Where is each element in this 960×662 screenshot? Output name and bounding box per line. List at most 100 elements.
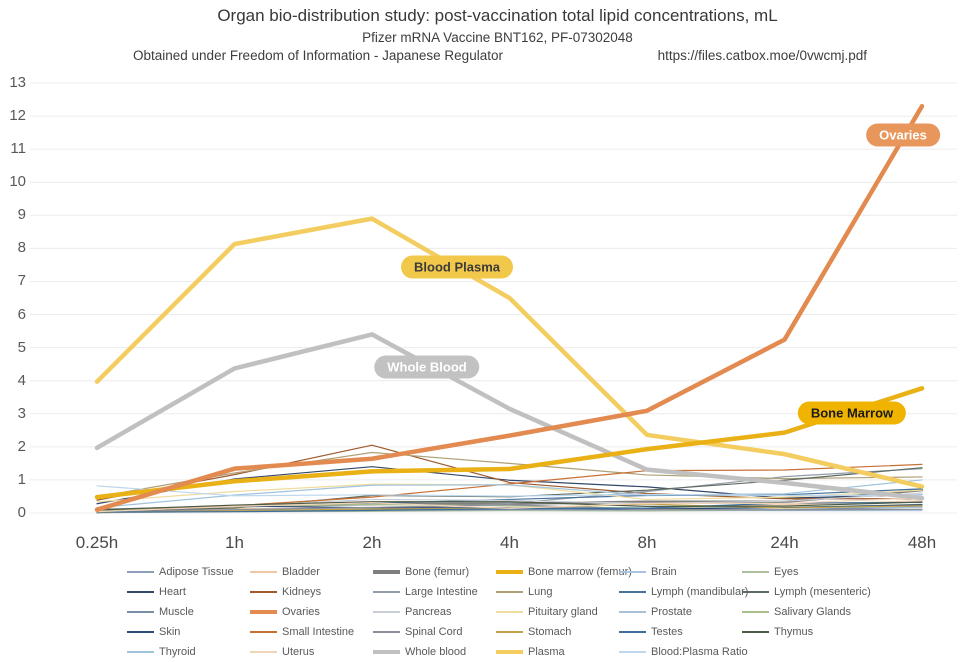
- legend-item-small-intestine: Small Intestine: [250, 626, 373, 638]
- y-axis-tick-label: 13: [9, 74, 26, 91]
- y-axis-tick-label: 8: [17, 239, 26, 257]
- legend-item-thymus: Thymus: [742, 626, 865, 638]
- legend-label: Eyes: [774, 566, 799, 578]
- x-axis-tick-label: 48h: [907, 533, 937, 552]
- series-line-small-intestine: [96, 463, 923, 513]
- legend-item-lymph-mesenteric: Lymph (mesenteric): [742, 586, 871, 598]
- legend-label: Salivary Glands: [774, 606, 852, 618]
- legend-label: Testes: [651, 626, 683, 638]
- legend-item-skin: Skin: [127, 626, 250, 638]
- series-line-blood-plasma-ratio: [96, 485, 923, 497]
- legend-swatch: [250, 631, 277, 633]
- series-line-heart: [96, 466, 923, 505]
- series-line-kidneys: [96, 444, 923, 501]
- legend-item-muscle: Muscle: [127, 606, 250, 618]
- legend-item-lymph-mandibular: Lymph (mandibular): [619, 586, 748, 598]
- legend-item-thyroid: Thyroid: [127, 646, 250, 658]
- legend-item-bone-femur: Bone (femur): [373, 566, 496, 578]
- legend-swatch: [127, 651, 154, 653]
- legend-item-adipose-tissue: Adipose Tissue: [127, 566, 250, 578]
- legend-swatch: [373, 570, 400, 574]
- legend-swatch: [742, 611, 769, 613]
- legend-label: Lymph (mandibular): [651, 586, 749, 598]
- legend-item-heart: Heart: [127, 586, 250, 598]
- legend-swatch: [496, 611, 523, 613]
- legend-swatch: [127, 571, 154, 573]
- legend-swatch: [619, 651, 646, 653]
- legend-item-kidneys: Kidneys: [250, 586, 373, 598]
- x-axis-tick-label: 0.25h: [75, 533, 119, 552]
- source-note: Obtained under Freedom of Information - …: [133, 48, 503, 63]
- y-axis-tick-label: 6: [17, 305, 26, 323]
- annotation-blood-plasma: Blood Plasma: [401, 255, 513, 279]
- series-line-ovaries: [94, 103, 925, 512]
- legend-swatch: [496, 570, 523, 574]
- legend-swatch: [742, 631, 769, 633]
- legend-swatch: [250, 610, 277, 614]
- x-axis-tick-label: 2h: [362, 533, 382, 552]
- legend-swatch: [496, 591, 523, 593]
- legend-item-ovaries: Ovaries: [250, 606, 373, 618]
- legend-label: Prostate: [651, 606, 692, 618]
- legend-label: Pituitary gland: [528, 606, 598, 618]
- legend: Adipose Tissue Bladder Bone (femur) Bone ma…: [127, 562, 871, 662]
- legend-label: Spinal Cord: [405, 626, 463, 638]
- legend-label: Ovaries: [282, 606, 320, 618]
- x-axis-tick-label: 1h: [225, 533, 244, 552]
- legend-swatch: [619, 611, 646, 613]
- legend-swatch: [619, 591, 646, 593]
- legend-item-bone-marrow-femur: Bone marrow (femur): [496, 566, 632, 578]
- y-axis-tick-label: 0: [17, 504, 26, 521]
- legend-label: Bladder: [282, 566, 320, 578]
- legend-label: Heart: [159, 586, 186, 598]
- series-line-plasma: [94, 216, 925, 489]
- legend-swatch: [250, 651, 277, 653]
- legend-item-lung: Lung: [496, 586, 619, 598]
- legend-swatch: [619, 631, 646, 633]
- legend-item-blood-plasma-ratio: Blood:Plasma Ratio: [619, 646, 748, 658]
- legend-swatch: [742, 591, 769, 593]
- legend-swatch: [619, 571, 646, 573]
- series-line-whole-blood: [94, 332, 925, 501]
- y-axis-tick-label: 4: [17, 371, 26, 389]
- x-axis-tick-label: 4h: [500, 533, 519, 552]
- legend-swatch: [373, 631, 400, 633]
- series-line-spinal-cord: [96, 504, 923, 513]
- legend-swatch: [373, 591, 400, 593]
- legend-label: Brain: [651, 566, 677, 578]
- legend-label: Lymph (mesenteric): [774, 586, 871, 598]
- series-line-lymph-mesenteric: [96, 467, 923, 512]
- legend-label: Uterus: [282, 646, 315, 658]
- legend-item-plasma: Plasma: [496, 646, 619, 658]
- y-axis-tick-label: 12: [9, 107, 26, 125]
- series-line-bone-marrow-femur: [94, 386, 925, 500]
- legend-item-brain: Brain: [619, 566, 742, 578]
- legend-item-testes: Testes: [619, 626, 742, 638]
- legend-swatch: [127, 631, 154, 633]
- legend-label: Bone (femur): [405, 566, 470, 578]
- y-axis-tick-label: 7: [17, 272, 26, 290]
- legend-item-spinal-cord: Spinal Cord: [373, 626, 496, 638]
- legend-swatch: [742, 571, 769, 573]
- chart-source-row: Obtained under Freedom of Information - …: [133, 48, 867, 63]
- annotation-bone-marrow: Bone Marrow: [797, 401, 907, 425]
- legend-item-pituitary-gland: Pituitary gland: [496, 606, 619, 618]
- legend-label: Plasma: [528, 646, 565, 658]
- y-axis-tick-label: 1: [17, 470, 26, 488]
- legend-item-pancreas: Pancreas: [373, 606, 496, 618]
- legend-label: Blood:Plasma Ratio: [651, 646, 748, 658]
- legend-item-large-intestine: Large Intestine: [373, 586, 496, 598]
- legend-item-salivary-glands: Salivary Glands: [742, 606, 865, 618]
- page-title: Organ bio-distribution study: post-vacci…: [217, 6, 778, 25]
- legend-swatch: [127, 591, 154, 593]
- series-line-uterus: [96, 497, 923, 513]
- legend-item-uterus: Uterus: [250, 646, 373, 658]
- legend-label: Thyroid: [159, 646, 196, 658]
- y-axis-tick-label: 9: [17, 206, 26, 224]
- series-line-thyroid: [96, 479, 923, 509]
- legend-label: Skin: [159, 626, 181, 638]
- chart-header: Organ bio-distribution study: post-vacci…: [0, 6, 960, 45]
- legend-swatch: [373, 611, 400, 613]
